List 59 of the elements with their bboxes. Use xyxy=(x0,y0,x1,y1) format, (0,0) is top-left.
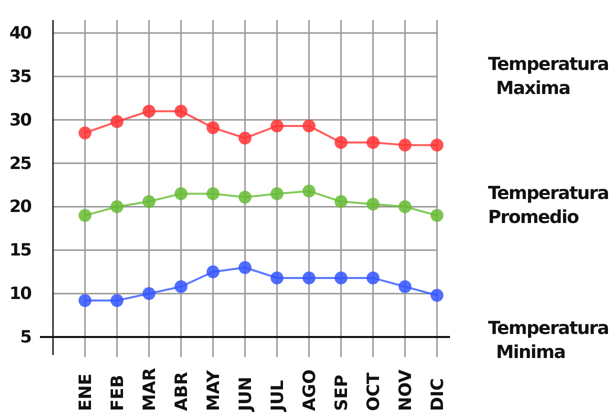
point xyxy=(366,272,380,284)
point xyxy=(238,261,252,274)
point xyxy=(302,272,316,284)
y-tick-label: 40 xyxy=(9,23,32,44)
point xyxy=(430,288,444,302)
point xyxy=(430,138,444,152)
point xyxy=(334,195,348,208)
x-tick-label: SEP xyxy=(332,374,352,411)
point xyxy=(334,136,348,149)
point xyxy=(302,184,316,198)
point xyxy=(270,120,284,132)
point xyxy=(238,190,252,204)
text: Temperatura Maxima xyxy=(488,54,609,99)
point xyxy=(238,132,252,145)
point xyxy=(302,120,316,132)
x-tick-label: JUN xyxy=(236,376,256,412)
point xyxy=(366,136,380,149)
y-tick-label: 10 xyxy=(9,284,32,304)
x-tick-label: ENE xyxy=(76,374,96,411)
point xyxy=(366,198,380,211)
point xyxy=(398,138,412,152)
point xyxy=(78,126,92,140)
point xyxy=(110,115,124,128)
x-tick-label: JUL xyxy=(268,380,288,412)
point xyxy=(270,272,284,284)
point xyxy=(110,294,124,307)
text: Temperatura Minima xyxy=(488,318,609,363)
x-tick-label: AGO xyxy=(300,369,320,411)
point xyxy=(430,208,444,222)
point xyxy=(206,121,220,134)
y-tick-label: 20 xyxy=(9,197,32,218)
point xyxy=(334,272,348,284)
x-tick-label: DIC xyxy=(428,378,448,411)
point xyxy=(206,187,220,200)
point xyxy=(142,104,156,118)
point xyxy=(174,104,188,118)
text: Temperatura Promedio xyxy=(488,183,609,228)
point xyxy=(270,187,284,200)
x-tick-label: FEB xyxy=(108,374,128,411)
point xyxy=(174,280,188,294)
x-tick-label: NOV xyxy=(396,368,416,411)
x-tick-label: OCT xyxy=(364,372,384,411)
y-tick-label: 15 xyxy=(9,240,32,261)
point xyxy=(142,195,156,208)
y-tick-label: 35 xyxy=(9,66,32,87)
x-tick-label: MAR xyxy=(140,368,160,411)
x-tick-label: MAY xyxy=(204,370,224,411)
point xyxy=(142,287,156,300)
y-tick-label: 25 xyxy=(9,154,32,174)
x-tick-label: ABR xyxy=(172,372,192,411)
point xyxy=(398,200,412,214)
y-tick-label: 5 xyxy=(20,327,32,348)
point xyxy=(398,280,412,294)
point xyxy=(78,294,92,307)
point xyxy=(110,200,124,214)
point xyxy=(78,208,92,222)
point xyxy=(174,187,188,200)
point xyxy=(206,265,220,278)
y-tick-label: 30 xyxy=(9,110,32,130)
